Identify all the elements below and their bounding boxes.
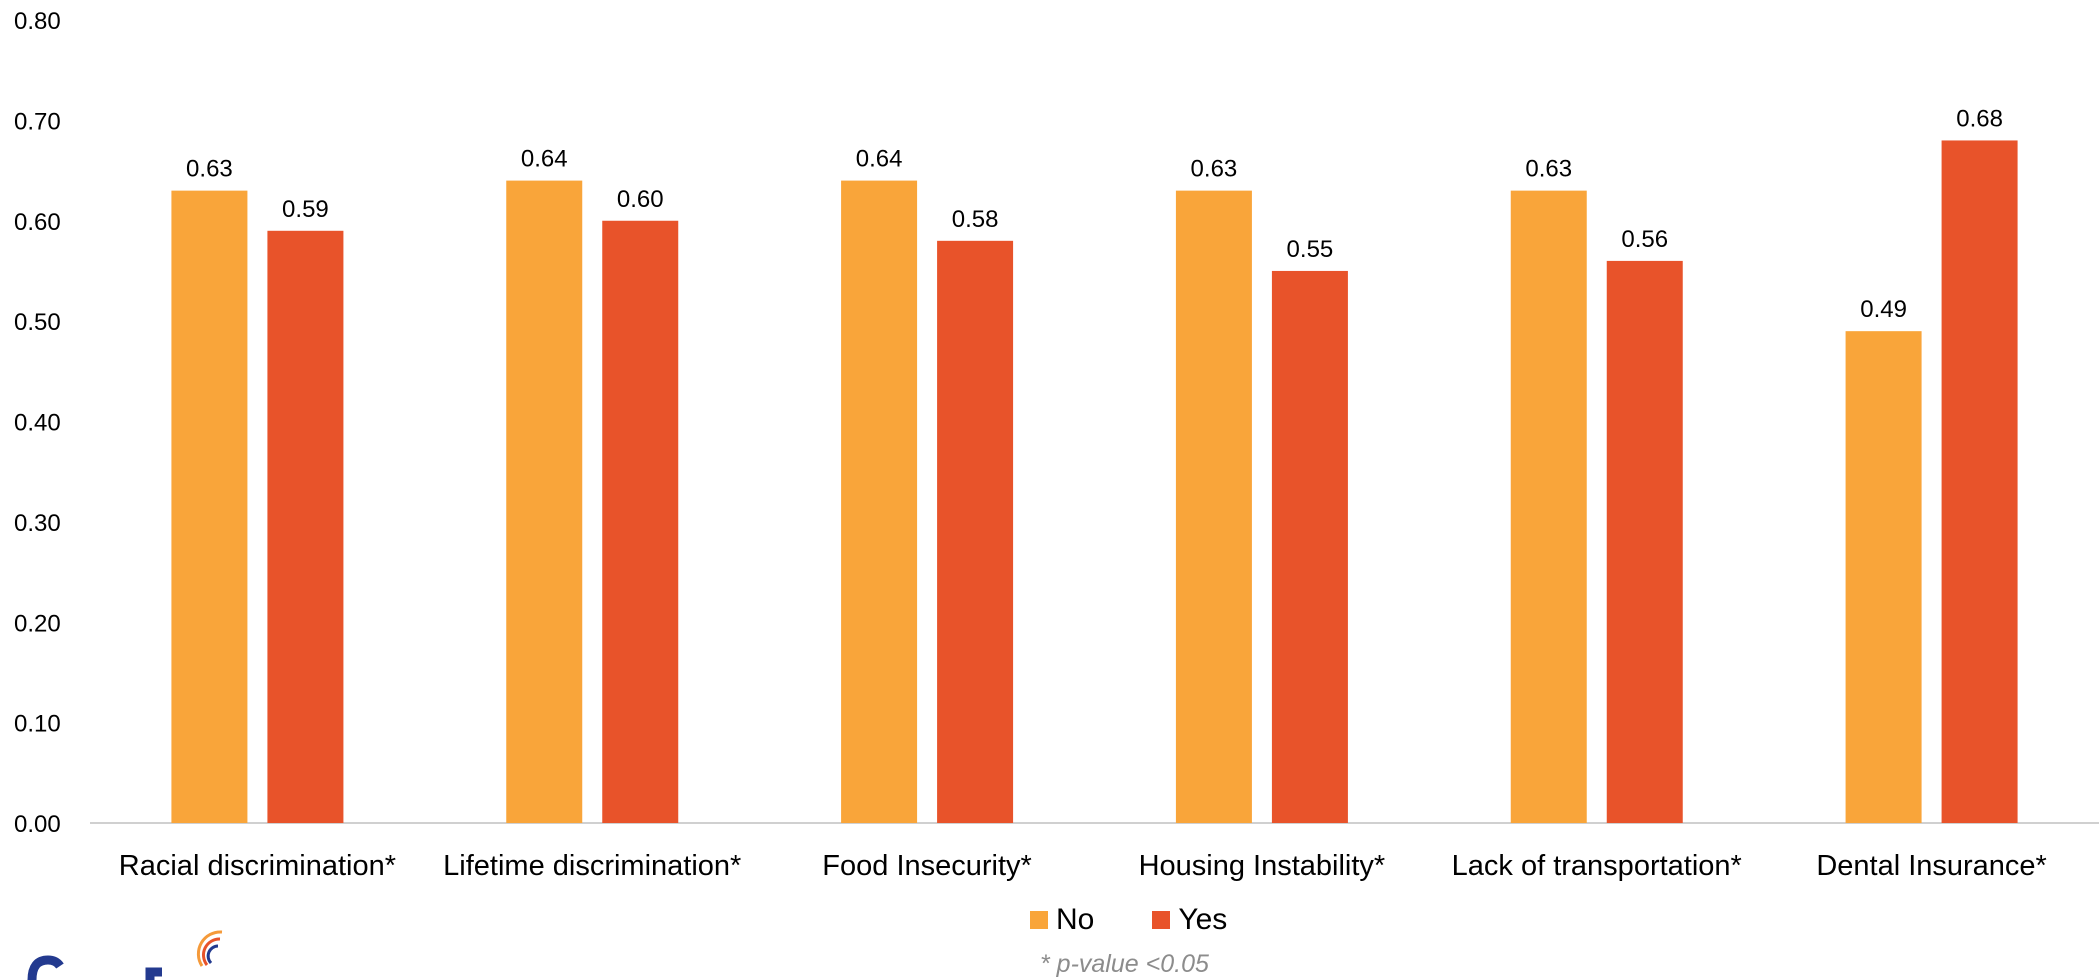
data-label-no: 0.63	[186, 156, 233, 183]
bar-no	[506, 180, 583, 824]
bar-no	[1175, 190, 1252, 823]
concentric-arc-logo-icon	[27, 930, 223, 980]
legend-label-yes: Yes	[1178, 903, 1228, 936]
bar-yes	[937, 240, 1014, 823]
data-label-no: 0.64	[521, 146, 568, 173]
x-axis: Racial discrimination* Lifetime discrimin…	[119, 850, 2047, 882]
x-tick-label: Dental Insurance*	[1816, 850, 2047, 882]
y-tick-label: 0.80	[14, 8, 61, 35]
y-tick-label: 0.00	[14, 811, 61, 838]
data-label-yes: 0.68	[1956, 105, 2003, 132]
bar-yes	[267, 230, 344, 824]
data-label-yes: 0.55	[1287, 236, 1334, 263]
bars: 0.63 0.59 0.64 0.60 0.64 0.58 0.63 0.55 0.63 0.56…	[171, 105, 2018, 824]
data-label-no: 0.49	[1860, 296, 1907, 323]
data-label-yes: 0.59	[282, 196, 329, 223]
bar-yes	[1941, 140, 2018, 823]
bar-yes	[1606, 260, 1683, 823]
y-tick-label: 0.70	[14, 108, 61, 135]
bar-yes	[602, 220, 679, 823]
data-label-yes: 0.60	[617, 186, 664, 213]
footnote: * p-value <0.05	[1040, 950, 1209, 978]
legend-item-no: No	[1030, 903, 1094, 937]
legend-item-yes: Yes	[1152, 903, 1227, 937]
x-tick-label: Food Insecurity*	[822, 850, 1032, 882]
legend-label-no: No	[1056, 903, 1095, 936]
y-tick-label: 0.30	[14, 510, 61, 537]
legend-swatch-no	[1030, 911, 1048, 929]
legend: No Yes	[1030, 903, 1227, 937]
y-tick-label: 0.20	[14, 610, 61, 637]
y-tick-label: 0.50	[14, 309, 61, 336]
data-label-no: 0.63	[1191, 156, 1238, 183]
y-axis: 0.00 0.10 0.20 0.30 0.40 0.50 0.60 0.70 0.80	[14, 8, 61, 838]
data-label-yes: 0.58	[952, 206, 999, 233]
bar-no	[1510, 190, 1587, 823]
x-tick-label: Racial discrimination*	[119, 850, 396, 882]
y-tick-label: 0.60	[14, 209, 61, 236]
data-label-no: 0.64	[856, 146, 903, 173]
x-tick-label: Housing Instability*	[1139, 850, 1386, 882]
bar-no	[841, 180, 918, 824]
legend-swatch-yes	[1152, 911, 1171, 929]
bar-no	[1845, 331, 1922, 823]
x-tick-label: Lack of transportation*	[1452, 850, 1742, 882]
x-tick-label: Lifetime discrimination*	[443, 850, 741, 882]
y-tick-label: 0.10	[14, 711, 61, 738]
data-label-yes: 0.56	[1621, 226, 1668, 253]
bar-yes	[1271, 270, 1348, 823]
data-label-no: 0.63	[1525, 156, 1572, 183]
bar-no	[171, 190, 248, 823]
y-tick-label: 0.40	[14, 410, 61, 437]
